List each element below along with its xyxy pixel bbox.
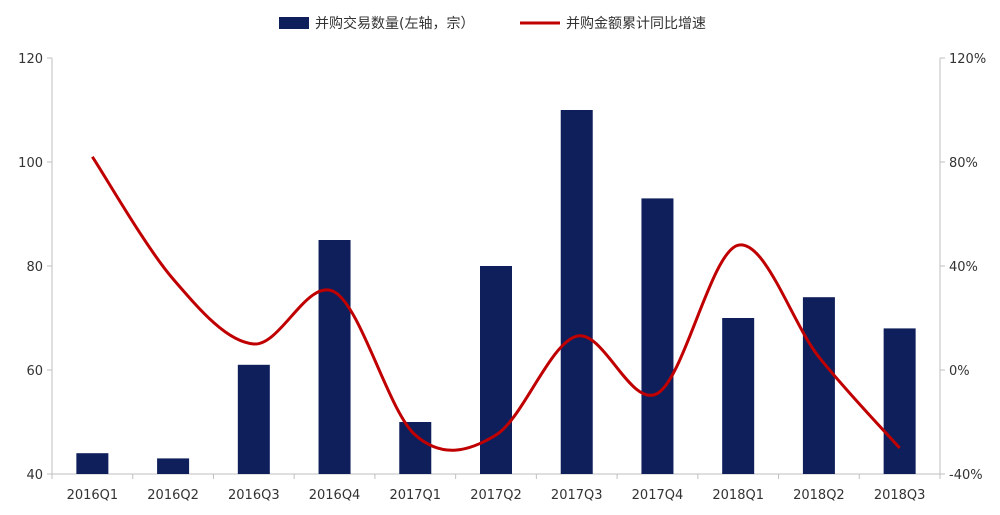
x-tick-label: 2017Q4	[632, 488, 684, 503]
bar	[318, 240, 351, 474]
y-left-tick-label: 120	[18, 52, 43, 67]
bar	[399, 422, 432, 474]
x-tick-label: 2018Q1	[712, 488, 764, 503]
tick-labels: 40 60 80 100 120 -40% 0% 40% 80% 120% 2016Q1 2016Q2…	[18, 52, 986, 503]
bar	[722, 318, 755, 474]
x-tick-label: 2017Q3	[551, 488, 603, 503]
bar	[802, 297, 835, 474]
x-tick-label: 2018Q2	[793, 488, 845, 503]
x-tick-label: 2018Q3	[874, 488, 926, 503]
bar	[641, 198, 674, 474]
y-left-tick-label: 80	[26, 260, 43, 275]
x-tick-label: 2017Q1	[389, 488, 441, 503]
y-left-tick-label: 40	[26, 468, 43, 483]
y-right-tick-label: 120%	[949, 52, 986, 67]
x-tick-label: 2016Q2	[147, 488, 199, 503]
bar	[237, 364, 270, 474]
legend-bar-swatch	[279, 17, 309, 29]
growth-line	[91, 155, 901, 452]
bar	[157, 458, 190, 474]
x-tick-label: 2016Q3	[228, 488, 280, 503]
x-tick-label: 2017Q2	[470, 488, 522, 503]
bar	[76, 453, 109, 474]
line-series	[91, 155, 901, 452]
bar	[883, 328, 916, 474]
y-right-tick-label: -40%	[949, 468, 983, 483]
bar	[560, 110, 593, 474]
legend-bar-label: 并购交易数量(左轴，宗）	[315, 15, 474, 32]
bar-series	[76, 110, 916, 474]
y-left-tick-label: 100	[18, 156, 43, 171]
y-right-tick-label: 80%	[949, 156, 978, 171]
legend: 并购交易数量(左轴，宗） 并购金额累计同比增速	[279, 15, 706, 32]
y-left-tick-label: 60	[26, 364, 43, 379]
legend-line-label: 并购金额累计同比增速	[566, 16, 706, 32]
y-right-tick-label: 0%	[949, 364, 970, 379]
x-tick-label: 2016Q4	[309, 488, 361, 503]
x-tick-label: 2016Q1	[67, 488, 119, 503]
y-right-tick-label: 40%	[949, 260, 978, 275]
